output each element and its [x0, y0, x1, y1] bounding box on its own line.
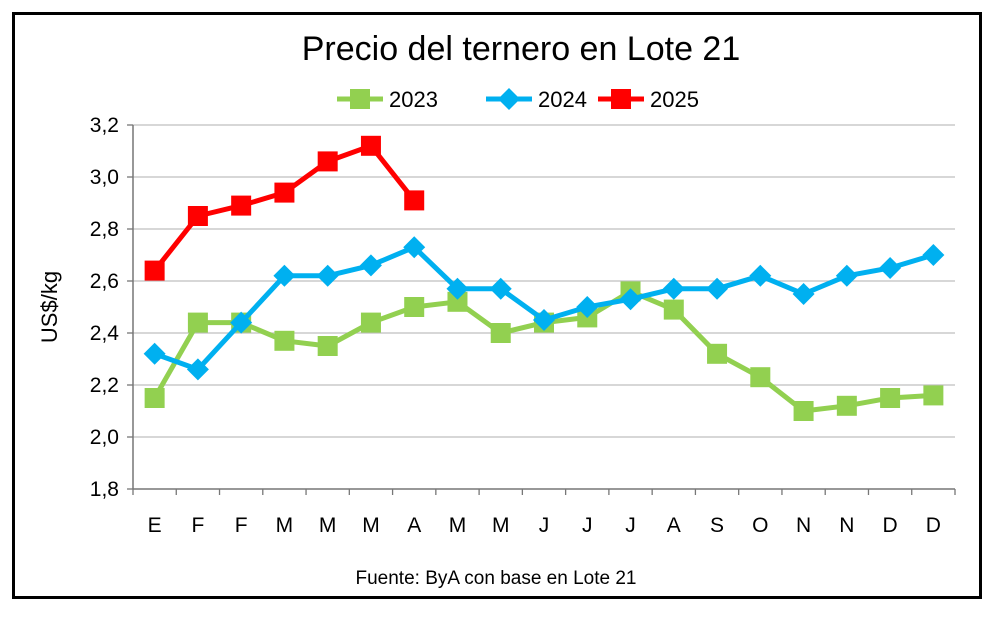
y-tick-label: 2,2	[90, 374, 119, 397]
data-point	[186, 358, 209, 381]
data-point	[706, 277, 729, 300]
source-note: Fuente: ByA con base en Lote 21	[356, 568, 637, 589]
data-point	[879, 257, 902, 279]
data-point	[835, 264, 858, 287]
data-point	[490, 323, 511, 343]
data-point	[360, 312, 381, 333]
data-point	[317, 336, 338, 356]
x-tick-label: D	[883, 514, 898, 537]
x-tick-label: M	[362, 514, 380, 537]
y-tick-label: 2,6	[90, 270, 119, 293]
data-point	[662, 277, 685, 300]
data-point	[273, 264, 296, 287]
x-tick-label: N	[796, 514, 811, 537]
x-tick-label: J	[582, 514, 593, 537]
x-tick-label: F	[235, 514, 248, 537]
data-point	[404, 190, 425, 211]
x-tick-label: M	[319, 514, 337, 537]
y-tick-label: 1,8	[90, 478, 119, 501]
data-point	[922, 244, 945, 266]
axes	[127, 124, 956, 495]
series-2023	[144, 281, 944, 421]
legend-label-2024: 2024	[538, 87, 587, 112]
data-point	[143, 342, 166, 365]
x-tick-label: M	[449, 514, 467, 537]
legend-marker-2024	[498, 88, 520, 110]
series-2025	[144, 135, 425, 281]
data-point	[793, 401, 814, 421]
data-point	[403, 236, 426, 259]
data-point	[619, 288, 642, 311]
x-tick-label: E	[148, 514, 162, 537]
legend-label-2025: 2025	[650, 87, 699, 112]
legend-label-2023: 2023	[389, 87, 438, 112]
y-tick-label: 3,2	[90, 114, 119, 137]
y-tick-label: 3,0	[90, 166, 119, 189]
legend-marker-2025	[611, 89, 631, 109]
data-point	[274, 182, 295, 203]
data-point	[144, 388, 165, 408]
data-point	[707, 343, 728, 364]
x-tick-label: S	[710, 514, 724, 537]
chart-frame	[12, 12, 982, 599]
data-point	[317, 151, 338, 172]
data-point	[446, 277, 469, 300]
legend: 2023 2024 2025	[337, 87, 699, 112]
data-point	[187, 206, 208, 226]
y-tick-labels: 1,8 2,0 2,2 2,4 2,6 2,8 3,0 3,2	[90, 114, 120, 501]
data-point	[489, 277, 512, 300]
y-axis-label: US$/kg	[37, 271, 62, 343]
x-tick-label: D	[926, 514, 941, 537]
x-tick-label: A	[667, 514, 681, 537]
x-tick-label: F	[191, 514, 204, 537]
x-tick-label: O	[752, 514, 768, 537]
x-tick-label: M	[276, 514, 294, 537]
data-point	[360, 135, 381, 156]
chart-title: Precio del ternero en Lote 21	[302, 30, 741, 68]
gridlines	[133, 124, 955, 438]
y-tick-label: 2,0	[90, 426, 119, 449]
data-point	[749, 264, 772, 287]
data-point	[274, 330, 295, 351]
y-tick-label: 2,4	[90, 322, 120, 345]
data-point	[404, 297, 425, 317]
data-point	[750, 367, 771, 388]
data-point	[880, 388, 901, 408]
data-point	[231, 195, 252, 216]
data-point	[144, 260, 165, 281]
y-tick-label: 2,8	[90, 218, 119, 241]
series-2024	[143, 236, 945, 381]
x-tick-label: J	[625, 514, 636, 537]
data-point	[447, 291, 468, 312]
legend-marker-2023	[350, 89, 370, 109]
data-point	[230, 311, 253, 334]
x-tick-label: J	[539, 514, 550, 537]
data-point	[663, 299, 684, 320]
x-tick-label: N	[839, 514, 854, 537]
data-point	[792, 283, 815, 305]
data-point	[836, 395, 857, 416]
data-point	[316, 264, 339, 287]
series-line-2024	[153, 244, 935, 372]
data-point	[359, 254, 382, 277]
series-group	[143, 135, 945, 421]
data-point	[923, 385, 944, 406]
x-tick-label: A	[407, 514, 421, 537]
data-point	[576, 296, 599, 318]
data-point	[187, 312, 208, 333]
data-point	[533, 309, 555, 331]
x-tick-label: M	[492, 514, 510, 537]
